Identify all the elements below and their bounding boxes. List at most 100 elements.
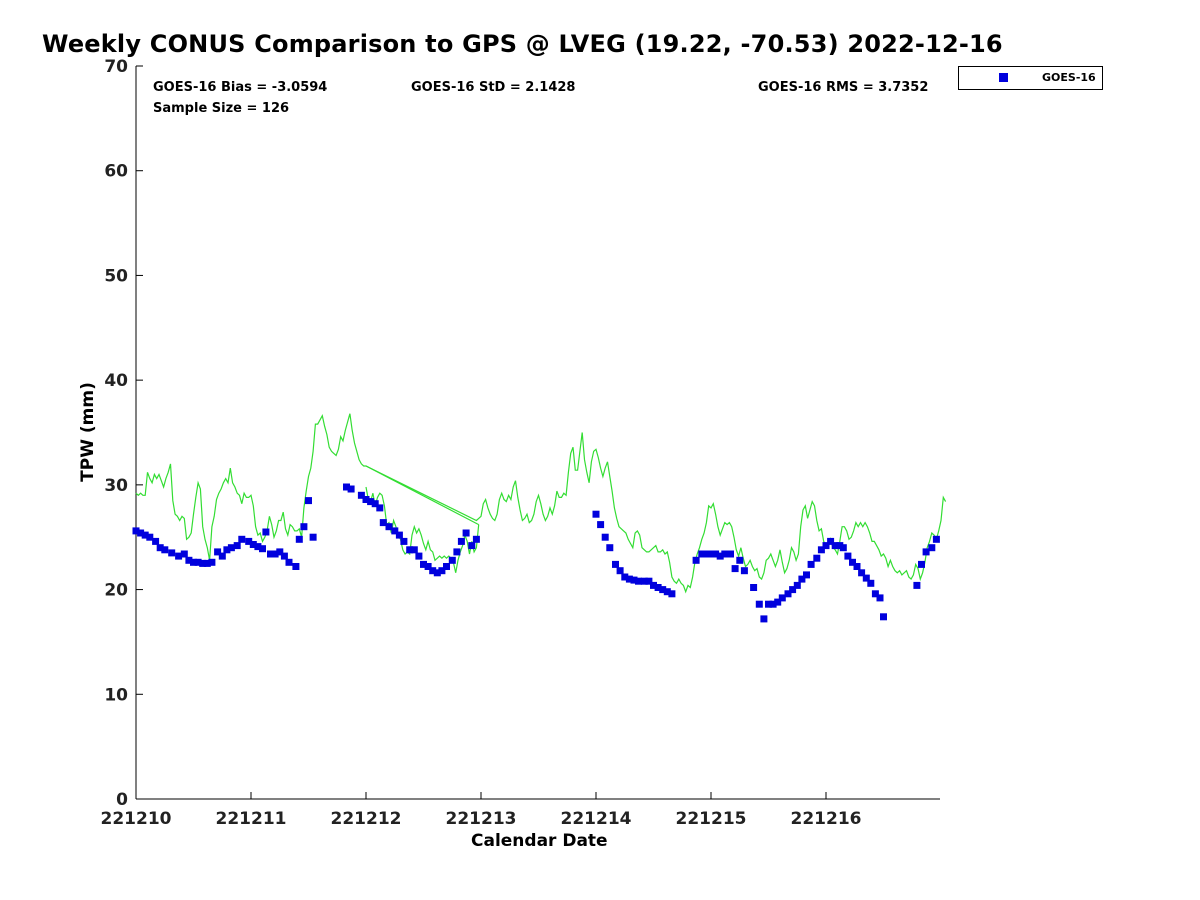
goes-point (395, 531, 403, 539)
goes-point (343, 483, 350, 491)
goes-point (616, 567, 624, 575)
gps-series-group (135, 413, 947, 594)
goes-point (420, 560, 427, 568)
y-tick-label: 0 (116, 790, 128, 810)
goes-point (597, 521, 605, 529)
goes-point (137, 529, 145, 537)
goes-point (249, 541, 257, 548)
goes-point (357, 491, 365, 499)
goes-point (635, 577, 642, 585)
goes-point (668, 590, 676, 598)
goes-point (793, 581, 801, 589)
goes-point (663, 588, 671, 596)
y-axis-label: TPW (mm) (78, 382, 98, 482)
legend: GOES-16 (958, 66, 1103, 90)
goes-point (760, 615, 768, 623)
goes-point (858, 569, 866, 577)
goes-point (844, 552, 852, 560)
y-tick-label: 70 (104, 57, 128, 77)
goes-point (168, 549, 176, 557)
x-tick-label: 221215 (676, 809, 747, 829)
goes-point (827, 537, 835, 545)
goes-point (132, 527, 140, 535)
goes-point (267, 550, 274, 558)
goes-point (185, 556, 193, 564)
goes-point (271, 550, 279, 558)
goes-point (862, 574, 870, 582)
x-tick-label: 221212 (331, 809, 402, 829)
goes-point (227, 544, 235, 552)
goes-point (716, 552, 724, 560)
goes-point (443, 563, 450, 570)
goes-point (448, 556, 456, 564)
goes-point (731, 565, 739, 573)
goes-point (645, 577, 653, 585)
goes-point (347, 485, 355, 493)
goes-point (765, 600, 772, 608)
goes-point (798, 575, 806, 583)
goes-point (853, 563, 861, 570)
y-tick-label: 60 (104, 162, 128, 182)
goes-point (750, 584, 758, 591)
legend-marker-square (999, 73, 1008, 82)
goes-point (194, 558, 202, 566)
goes-point (438, 567, 446, 575)
goes-point (300, 523, 308, 531)
y-tick-label: 50 (104, 266, 128, 286)
goes-point (233, 542, 241, 550)
goes-point (453, 548, 461, 556)
goes-point (621, 573, 629, 581)
goes-point (254, 543, 262, 551)
chart-title: Weekly CONUS Comparison to GPS @ LVEG (1… (42, 30, 1003, 58)
goes-point (928, 544, 936, 552)
goes-point (457, 537, 465, 545)
goes-point (918, 560, 925, 568)
goes-point (880, 613, 887, 621)
goes-point (606, 544, 614, 552)
goes-point (156, 544, 164, 552)
goes-point (625, 575, 633, 583)
goes-point (867, 579, 875, 587)
stat-sample-size: Sample Size = 126 (153, 101, 290, 116)
goes-point (727, 550, 734, 558)
goes-point (292, 563, 300, 570)
goes-point (305, 497, 312, 505)
goes-series-group (132, 483, 940, 623)
goes-point (712, 550, 720, 558)
goes-point (376, 504, 384, 512)
goes-point (259, 545, 266, 553)
goes-point (238, 535, 246, 543)
goes-point (400, 537, 408, 545)
goes-point (692, 556, 700, 564)
goes-point (415, 552, 423, 560)
goes-point (774, 598, 782, 606)
y-tick-label: 40 (104, 371, 128, 391)
goes-point (152, 537, 160, 545)
goes-point (141, 531, 149, 539)
goes-point (199, 559, 207, 567)
goes-point (803, 571, 810, 579)
goes-point (630, 576, 638, 584)
goes-point (424, 563, 432, 570)
goes-point (654, 584, 662, 591)
goes-point (839, 544, 847, 552)
y-tick-label: 20 (104, 581, 128, 601)
goes-point (807, 560, 815, 568)
goes-point (913, 581, 921, 589)
goes-point (161, 546, 169, 554)
goes-point (295, 535, 303, 543)
goes-point (262, 528, 270, 536)
goes-point (223, 546, 231, 554)
goes-point (468, 542, 476, 550)
goes-point (214, 548, 222, 556)
goes-point (379, 519, 387, 527)
goes-point (698, 550, 706, 558)
goes-point (208, 558, 216, 566)
goes-point (190, 558, 197, 566)
x-axis-label: Calendar Date (471, 831, 608, 851)
goes-point (640, 577, 648, 585)
goes-point (309, 533, 317, 541)
goes-point (276, 548, 284, 556)
x-tick-label: 221214 (561, 809, 632, 829)
